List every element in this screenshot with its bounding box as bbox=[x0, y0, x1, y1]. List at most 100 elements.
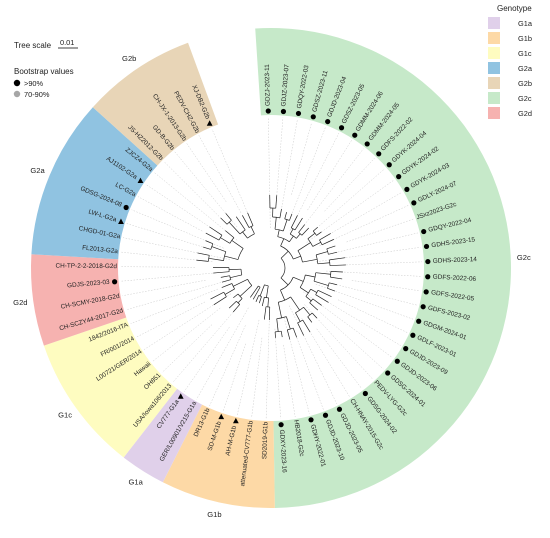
group-label-g2d: G2d bbox=[13, 298, 27, 307]
bootstrap-high-marker bbox=[385, 370, 391, 376]
branch bbox=[312, 226, 318, 232]
genotype-legend-title: Genotype bbox=[497, 4, 532, 13]
branch bbox=[282, 219, 288, 232]
bootstrap-high-marker bbox=[352, 132, 358, 138]
branch-arc bbox=[231, 283, 235, 290]
group-label-g1c: G1c bbox=[58, 410, 72, 419]
branch bbox=[286, 316, 291, 330]
branch-arc bbox=[210, 243, 214, 250]
bootstrap-high-marker bbox=[416, 318, 422, 324]
branch bbox=[220, 217, 228, 225]
branch bbox=[224, 255, 239, 260]
tree-branches bbox=[196, 195, 346, 340]
leaf-connector bbox=[324, 157, 375, 212]
branch-arc bbox=[280, 258, 286, 279]
branch bbox=[293, 276, 304, 282]
branch bbox=[312, 298, 322, 306]
branch-arc bbox=[326, 248, 329, 255]
leaf-connector bbox=[236, 319, 260, 416]
bootstrap-high-swatch bbox=[13, 79, 21, 87]
leaf-connector bbox=[123, 237, 231, 260]
branch bbox=[296, 233, 301, 239]
branch bbox=[305, 274, 316, 278]
branch bbox=[252, 286, 261, 300]
branch bbox=[220, 275, 230, 278]
branch bbox=[302, 319, 311, 333]
branch bbox=[261, 297, 265, 307]
leaf-connector bbox=[152, 307, 221, 362]
branch bbox=[321, 239, 334, 246]
branch bbox=[289, 213, 293, 221]
leaf-label: GDZJ-2023-11 bbox=[264, 64, 272, 106]
branch bbox=[205, 240, 214, 245]
leaf-label: CH-TP-2-2-2018-G2d bbox=[56, 263, 118, 271]
leaf-connector bbox=[120, 272, 222, 282]
branch-arc bbox=[264, 284, 269, 287]
leaf-connector bbox=[186, 142, 227, 202]
genotype-label-g2c: G2c bbox=[518, 94, 532, 103]
leaf-connector bbox=[274, 328, 281, 419]
branch bbox=[275, 195, 278, 209]
branch bbox=[233, 279, 248, 287]
leaf-connector bbox=[143, 293, 232, 350]
bootstrap-high-marker bbox=[308, 417, 314, 423]
genotype-swatch-g1c bbox=[488, 47, 500, 59]
bootstrap-mid-swatch bbox=[13, 90, 21, 98]
branch bbox=[220, 237, 231, 244]
genotype-label-g2a: G2a bbox=[518, 64, 533, 73]
branch bbox=[284, 212, 287, 219]
branch bbox=[280, 331, 283, 338]
branch-arc bbox=[284, 218, 290, 221]
bootstrap-legend-title: Bootstrap values bbox=[14, 67, 74, 76]
leaf-connector bbox=[316, 328, 362, 389]
branch bbox=[330, 276, 343, 280]
leaf-connector bbox=[130, 288, 219, 324]
branch-arc bbox=[247, 233, 255, 239]
branch bbox=[316, 231, 322, 236]
triangle-marker bbox=[137, 177, 144, 184]
leaf-connector bbox=[289, 305, 338, 404]
leaf-connector bbox=[265, 311, 270, 419]
branch-arc bbox=[274, 228, 284, 232]
branch bbox=[293, 255, 301, 260]
branch bbox=[224, 288, 235, 295]
branch bbox=[197, 252, 210, 256]
leaf-connector bbox=[304, 304, 374, 380]
leaf-connector bbox=[126, 223, 206, 249]
branch bbox=[228, 221, 241, 235]
branch-arc bbox=[229, 275, 231, 280]
bootstrap-high-marker bbox=[322, 412, 329, 418]
branch bbox=[250, 285, 259, 298]
leaf-connector bbox=[346, 218, 414, 243]
leaf-connectors bbox=[120, 117, 422, 419]
branch-arc bbox=[277, 236, 290, 243]
branch bbox=[329, 257, 346, 261]
leaf-label: SD2019-G1b bbox=[261, 421, 269, 459]
branch-arc bbox=[247, 279, 253, 286]
leaf-connector bbox=[136, 301, 206, 338]
bootstrap-high-marker bbox=[403, 346, 409, 352]
branch bbox=[221, 279, 231, 283]
branch bbox=[221, 283, 233, 288]
genotype-swatch-g1a bbox=[488, 17, 500, 29]
branch bbox=[228, 300, 237, 309]
branch bbox=[280, 289, 286, 301]
branch bbox=[274, 217, 277, 230]
sector-g1a bbox=[123, 388, 203, 483]
bootstrap-high-marker bbox=[123, 204, 129, 211]
branch-arc bbox=[276, 316, 287, 320]
branch bbox=[309, 302, 319, 311]
branch bbox=[279, 208, 282, 218]
branch-arc bbox=[329, 271, 332, 278]
leaf-connector bbox=[302, 148, 364, 228]
branch bbox=[276, 318, 279, 332]
tree-scale-value: 0.01 bbox=[60, 38, 74, 47]
tree-scale-label: Tree scale bbox=[14, 41, 52, 50]
leaf-connector bbox=[145, 183, 221, 235]
genotype-label-g1c: G1c bbox=[518, 49, 532, 58]
sector-g2c bbox=[255, 28, 511, 508]
triangle-marker bbox=[206, 120, 213, 126]
branch bbox=[242, 215, 250, 228]
genotype-swatch-g2d bbox=[488, 107, 500, 119]
branch bbox=[290, 215, 298, 228]
